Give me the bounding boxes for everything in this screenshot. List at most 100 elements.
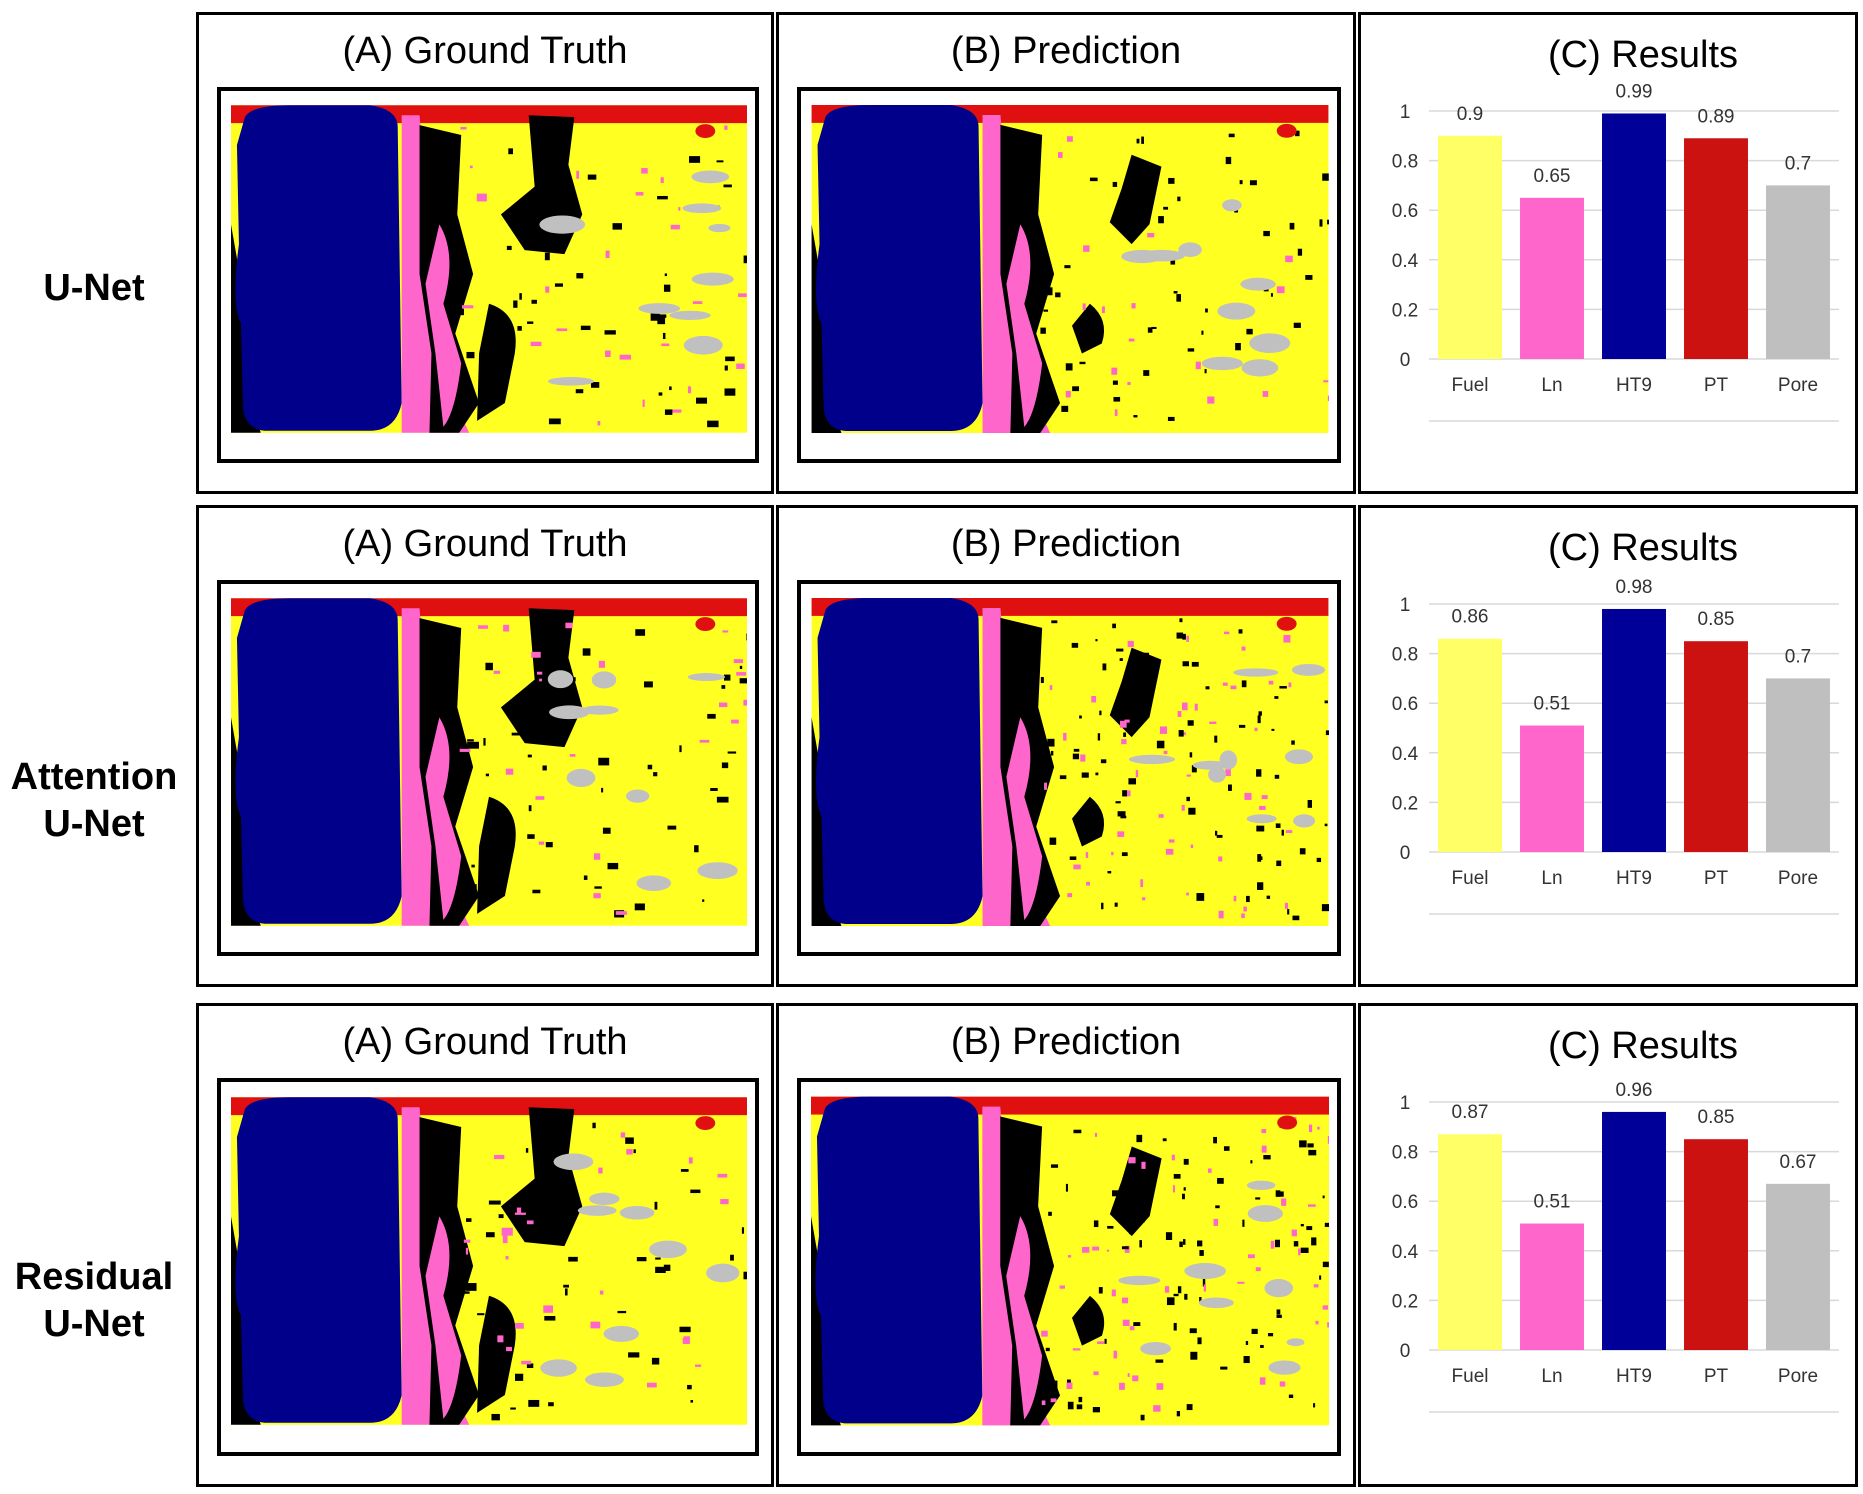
speckle: [1082, 1246, 1090, 1253]
speckle: [724, 125, 728, 130]
speckle: [1086, 881, 1091, 886]
speckle: [1085, 852, 1089, 858]
speckle: [1257, 715, 1261, 724]
speckle: [529, 1188, 534, 1194]
bar-pt: [1684, 138, 1748, 359]
speckle: [459, 1291, 470, 1294]
black-blob: [477, 303, 516, 421]
speckle: [1058, 152, 1063, 158]
speckle: [461, 305, 474, 309]
speckle: [1083, 245, 1090, 252]
pore-patch: [649, 1240, 687, 1259]
speckle: [1293, 1241, 1299, 1247]
y-tick-label: 0.8: [1392, 1143, 1418, 1164]
speckle: [1251, 1328, 1258, 1335]
speckle: [1121, 1246, 1129, 1250]
speckle: [1259, 1377, 1266, 1385]
speckle: [1291, 740, 1295, 745]
speckle: [1186, 1404, 1193, 1411]
speckle: [1112, 181, 1118, 187]
speckle: [1261, 795, 1268, 800]
speckle: [690, 1189, 701, 1194]
speckle: [1209, 721, 1217, 725]
speckle: [580, 325, 591, 331]
speckle: [467, 893, 473, 898]
speckle: [1276, 286, 1285, 294]
speckle: [1136, 1134, 1143, 1143]
speckle: [1257, 882, 1264, 890]
speckle: [1177, 1286, 1182, 1294]
speckle: [1306, 1226, 1313, 1231]
prediction-panel: (B) Prediction: [776, 505, 1356, 987]
chart-title: (C) Results: [1548, 34, 1738, 76]
ht9-blue-region: [815, 105, 983, 432]
speckle: [736, 363, 745, 369]
speckle: [1319, 219, 1323, 227]
speckle: [1191, 765, 1197, 773]
speckle: [1189, 1328, 1197, 1334]
speckle: [1127, 640, 1134, 647]
speckle: [1246, 895, 1250, 903]
speckle: [545, 842, 553, 848]
pore-patch: [1128, 754, 1176, 765]
speckle: [508, 148, 513, 155]
ht9-blue-region: [235, 1097, 402, 1423]
speckle: [696, 397, 708, 404]
speckle: [511, 732, 524, 736]
speckle: [575, 389, 584, 394]
speckle: [556, 328, 568, 332]
speckle: [539, 1201, 544, 1209]
pore-patch: [553, 1153, 594, 1171]
results-chart-panel: (C) Results 0 0.2 0.4 0.6 0.8 1 0.9 Fuel 0.65 Ln 0…: [1358, 12, 1858, 494]
speckle: [501, 1315, 511, 1324]
panel-title: (A) Ground Truth: [342, 523, 628, 565]
speckle: [1107, 1225, 1114, 1229]
speckle: [1321, 904, 1329, 912]
speckle: [1284, 902, 1289, 909]
speckle: [641, 168, 648, 174]
speckle: [1093, 1220, 1099, 1228]
speckle: [526, 1363, 534, 1369]
speckle: [718, 702, 728, 708]
pore-patch: [1140, 1341, 1171, 1356]
speckle: [670, 224, 680, 230]
prediction-panel: (B) Prediction: [776, 1003, 1356, 1487]
speckle: [723, 184, 732, 188]
x-tick-label: PT: [1704, 868, 1729, 889]
speckle: [1201, 330, 1204, 335]
speckle: [548, 418, 561, 425]
speckle: [1186, 796, 1190, 802]
black-blob: [1109, 1146, 1162, 1237]
speckle: [743, 699, 747, 706]
speckle: [459, 748, 471, 752]
speckle: [1043, 309, 1049, 312]
y-tick-label: 0.6: [1392, 201, 1418, 222]
speckle: [1040, 676, 1044, 684]
speckle: [1268, 1333, 1274, 1337]
pore-patch: [708, 223, 731, 233]
speckle: [1249, 180, 1257, 186]
y-tick-label: 0: [1400, 350, 1411, 371]
speckle: [561, 1150, 564, 1158]
speckle: [1072, 1348, 1081, 1351]
pore-patch: [1268, 1360, 1301, 1375]
speckle: [694, 845, 699, 853]
pore-patch: [1121, 249, 1163, 264]
speckle: [1127, 1373, 1130, 1377]
speckle: [483, 737, 486, 746]
pore-patch: [540, 1359, 577, 1377]
speckle: [1114, 902, 1118, 907]
speckle: [1055, 292, 1061, 298]
speckle: [736, 672, 747, 676]
speckle: [1073, 1129, 1082, 1134]
speckle: [525, 1148, 529, 1153]
ground-truth-panel: (A) Ground Truth: [196, 505, 774, 987]
ground-truth-panel: (A) Ground Truth: [196, 12, 774, 494]
speckle: [1112, 623, 1116, 629]
speckle: [635, 629, 646, 636]
speckle: [1291, 1229, 1297, 1237]
black-blob: [477, 796, 516, 914]
speckle: [1128, 1157, 1136, 1164]
speckle: [720, 1199, 729, 1205]
bar-fuel: [1438, 135, 1502, 359]
